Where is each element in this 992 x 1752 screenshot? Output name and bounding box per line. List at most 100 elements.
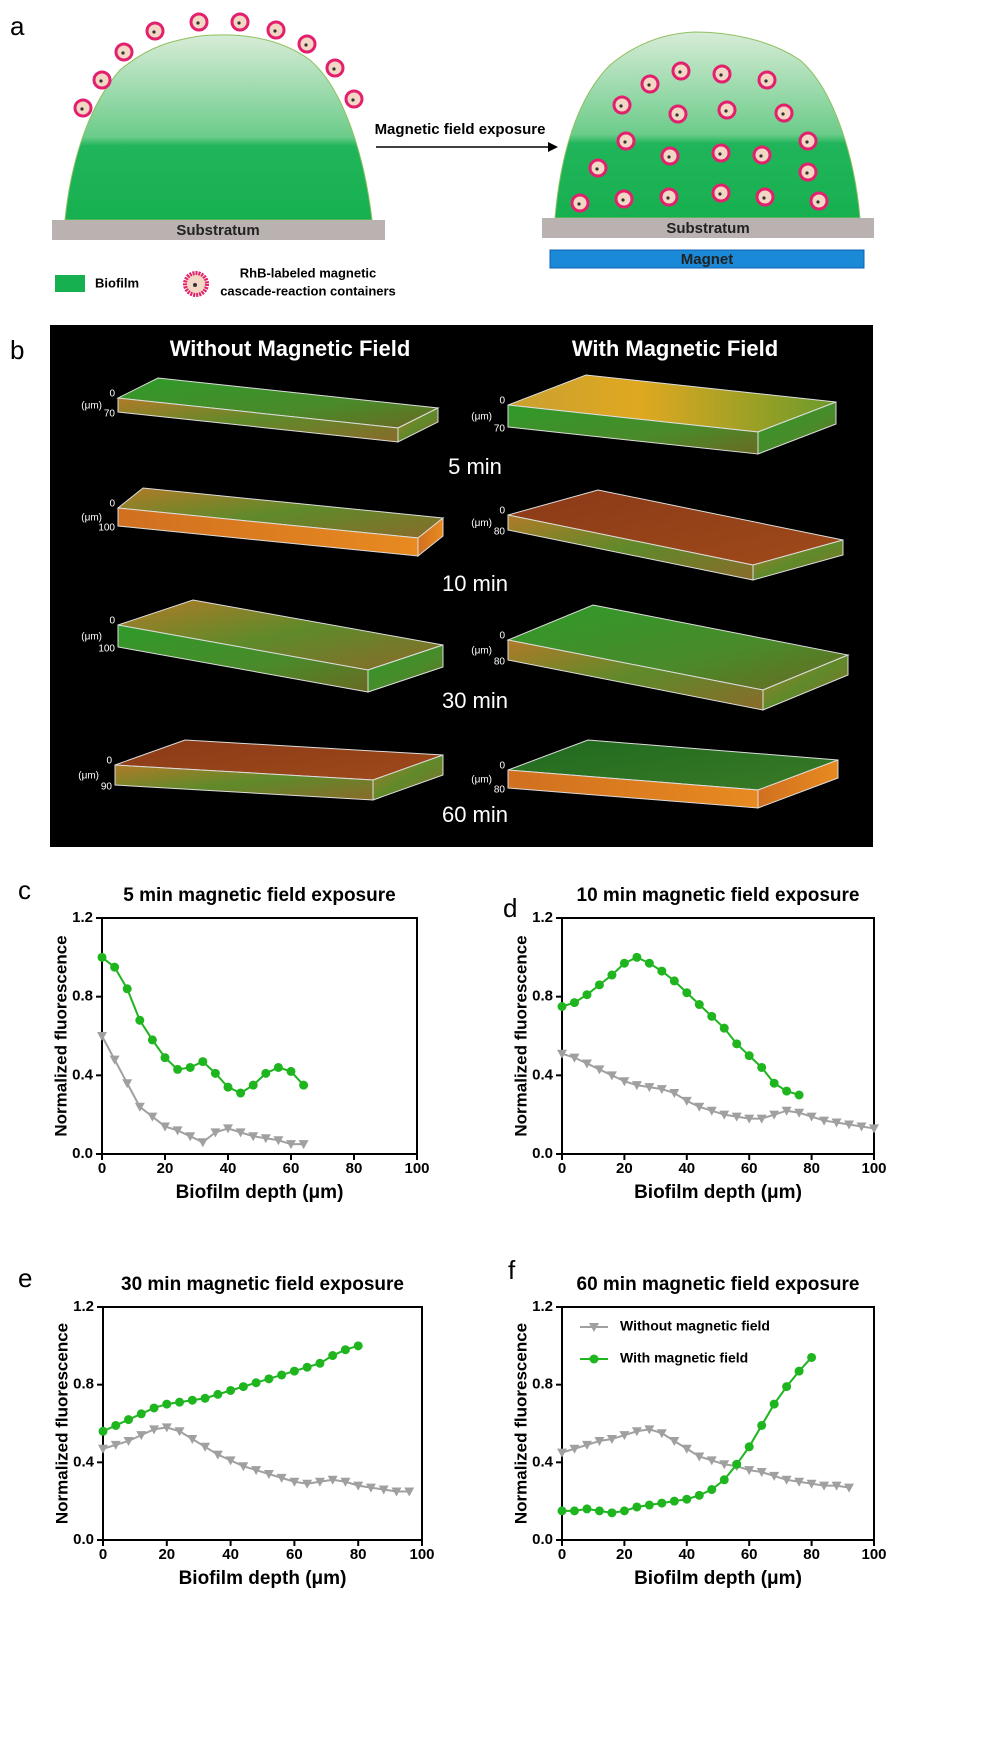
x-tick-label: 80 xyxy=(803,1160,820,1177)
marker xyxy=(619,1506,629,1516)
unit-label: (μm) xyxy=(471,646,492,657)
slab-side xyxy=(372,754,444,801)
marker xyxy=(806,1112,817,1122)
legend-label: Biofilm xyxy=(95,275,139,290)
magnet-label: Magnet xyxy=(681,251,734,268)
marker xyxy=(149,1425,160,1435)
particle-core xyxy=(805,140,809,144)
x-tick-label: 80 xyxy=(350,1546,367,1563)
depth-label: 0 xyxy=(499,506,505,517)
unit-label: (μm) xyxy=(81,632,102,643)
particle-core xyxy=(667,155,671,159)
x-tick-label: 0 xyxy=(99,1546,107,1563)
marker xyxy=(302,1479,313,1489)
x-tick-label: 20 xyxy=(158,1546,175,1563)
marker xyxy=(98,1426,108,1436)
marker xyxy=(794,1090,804,1100)
legend-label: cascade-reaction containers xyxy=(220,283,396,298)
marker xyxy=(744,1466,755,1476)
y-axis-label: Normalized fluorescence xyxy=(52,1323,71,1524)
marker xyxy=(831,1481,842,1491)
particle-core xyxy=(666,196,670,200)
depth-label: 0 xyxy=(106,756,112,767)
unit-label: (μm) xyxy=(471,518,492,529)
marker xyxy=(619,1431,630,1441)
marker xyxy=(200,1442,211,1452)
marker xyxy=(632,952,642,962)
particle-core xyxy=(332,67,336,71)
x-tick-label: 40 xyxy=(220,1160,237,1177)
marker xyxy=(606,1435,617,1445)
marker xyxy=(353,1341,363,1351)
marker xyxy=(794,1108,805,1118)
marker xyxy=(175,1397,185,1407)
particle-core xyxy=(719,73,723,77)
y-tick-label: 1.2 xyxy=(532,909,553,926)
marker xyxy=(327,1475,338,1485)
marker xyxy=(694,1000,704,1010)
series-line xyxy=(562,1356,813,1514)
marker xyxy=(365,1483,376,1493)
marker xyxy=(289,1366,299,1376)
x-tick-label: 100 xyxy=(409,1546,434,1563)
marker xyxy=(807,1352,817,1362)
marker xyxy=(298,1140,309,1150)
marker xyxy=(200,1393,210,1403)
marker xyxy=(340,1345,350,1355)
x-tick-label: 60 xyxy=(283,1160,300,1177)
x-tick-label: 100 xyxy=(861,1546,886,1563)
marker xyxy=(569,998,579,1008)
slab-side xyxy=(397,407,439,443)
y-tick-label: 0.4 xyxy=(532,1453,554,1470)
marker xyxy=(782,1382,792,1392)
marker xyxy=(122,1079,133,1089)
y-tick-label: 0.0 xyxy=(532,1531,553,1548)
x-axis-label: Biofilm depth (μm) xyxy=(634,1568,802,1589)
marker xyxy=(109,1055,120,1065)
particle-core xyxy=(781,112,785,116)
y-axis-label: Normalized fluorescence xyxy=(511,1323,530,1524)
unit-label: (μm) xyxy=(81,513,102,524)
marker xyxy=(619,958,629,968)
x-axis-label: Biofilm depth (μm) xyxy=(179,1568,347,1589)
series-line xyxy=(561,956,800,1096)
marker xyxy=(328,1351,338,1361)
marker xyxy=(122,984,132,994)
marker xyxy=(694,1452,705,1462)
x-tick-label: 0 xyxy=(558,1546,566,1563)
marker xyxy=(719,1110,730,1120)
marker xyxy=(694,1102,705,1112)
depth-label: 0 xyxy=(499,761,505,772)
marker xyxy=(223,1124,233,1134)
marker xyxy=(769,1110,780,1120)
marker xyxy=(557,1448,567,1458)
marker xyxy=(226,1385,236,1395)
marker xyxy=(251,1378,261,1388)
marker xyxy=(582,990,592,1000)
marker xyxy=(757,1062,767,1072)
y-tick-label: 1.2 xyxy=(73,1298,94,1315)
marker xyxy=(589,1354,599,1364)
marker xyxy=(644,1083,655,1093)
panel-label: b xyxy=(10,335,24,365)
marker xyxy=(844,1483,855,1493)
legend-label: Without magnetic field xyxy=(620,1318,770,1334)
x-tick-label: 20 xyxy=(616,1546,633,1563)
marker xyxy=(781,1475,792,1485)
y-tick-label: 0.4 xyxy=(532,1066,554,1083)
marker xyxy=(235,1128,246,1138)
marker xyxy=(682,988,692,998)
x-axis-label: Biofilm depth (μm) xyxy=(176,1182,344,1203)
particle-core xyxy=(621,198,625,202)
particle-core xyxy=(718,152,722,156)
x-tick-label: 20 xyxy=(616,1160,633,1177)
marker xyxy=(769,1471,780,1481)
marker xyxy=(569,1444,580,1454)
marker xyxy=(669,976,679,986)
y-tick-label: 0.8 xyxy=(532,1376,553,1393)
marker xyxy=(607,1508,617,1518)
marker xyxy=(569,1506,579,1516)
marker xyxy=(606,1071,617,1081)
